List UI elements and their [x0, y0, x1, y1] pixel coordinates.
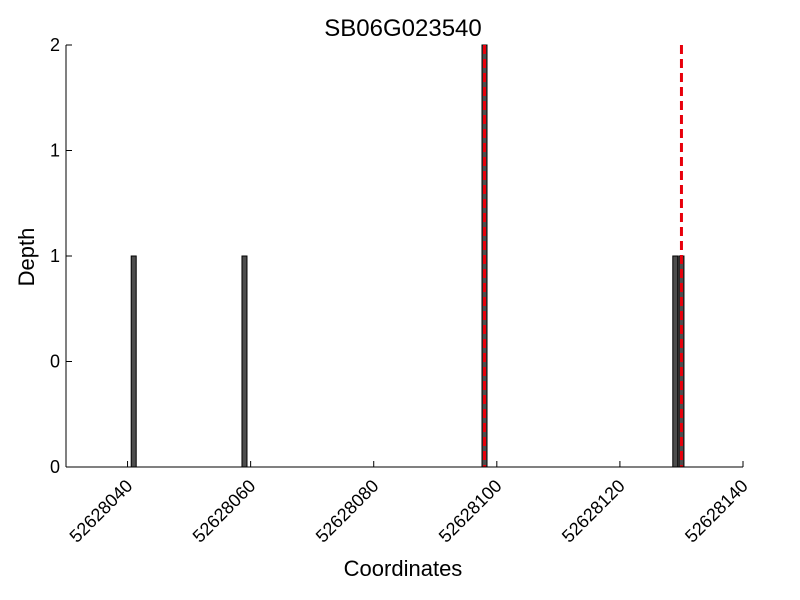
bar-0 [130, 255, 137, 468]
x-tick-label-2: 52628080 [312, 476, 383, 547]
y-tick-label-3: 1 [50, 141, 60, 161]
bar-1 [241, 255, 248, 468]
x-tick-label-5: 52628140 [681, 476, 752, 547]
x-tick-label-4: 52628120 [558, 476, 629, 547]
bars-layer [130, 44, 685, 468]
y-tick-label-2: 1 [50, 246, 60, 266]
axes [65, 45, 743, 468]
y-tick-label-4: 2 [50, 35, 60, 55]
bar-3 [672, 255, 679, 468]
y-ticks: 0 0 1 1 2 [50, 35, 72, 477]
x-ticks: 52628040 52628060 52628080 52628100 52628120… [66, 461, 752, 546]
y-tick-label-1: 0 [50, 352, 60, 372]
x-tick-label-3: 52628100 [435, 476, 506, 547]
x-axis-label: Coordinates [344, 556, 463, 581]
y-tick-label-0: 0 [50, 457, 60, 477]
x-tick-label-0: 52628040 [66, 476, 137, 547]
x-tick-label-1: 52628060 [189, 476, 260, 547]
chart-title: SB06G023540 [324, 15, 481, 42]
y-axis-label: Depth [14, 228, 39, 287]
markers-layer [483, 45, 683, 467]
